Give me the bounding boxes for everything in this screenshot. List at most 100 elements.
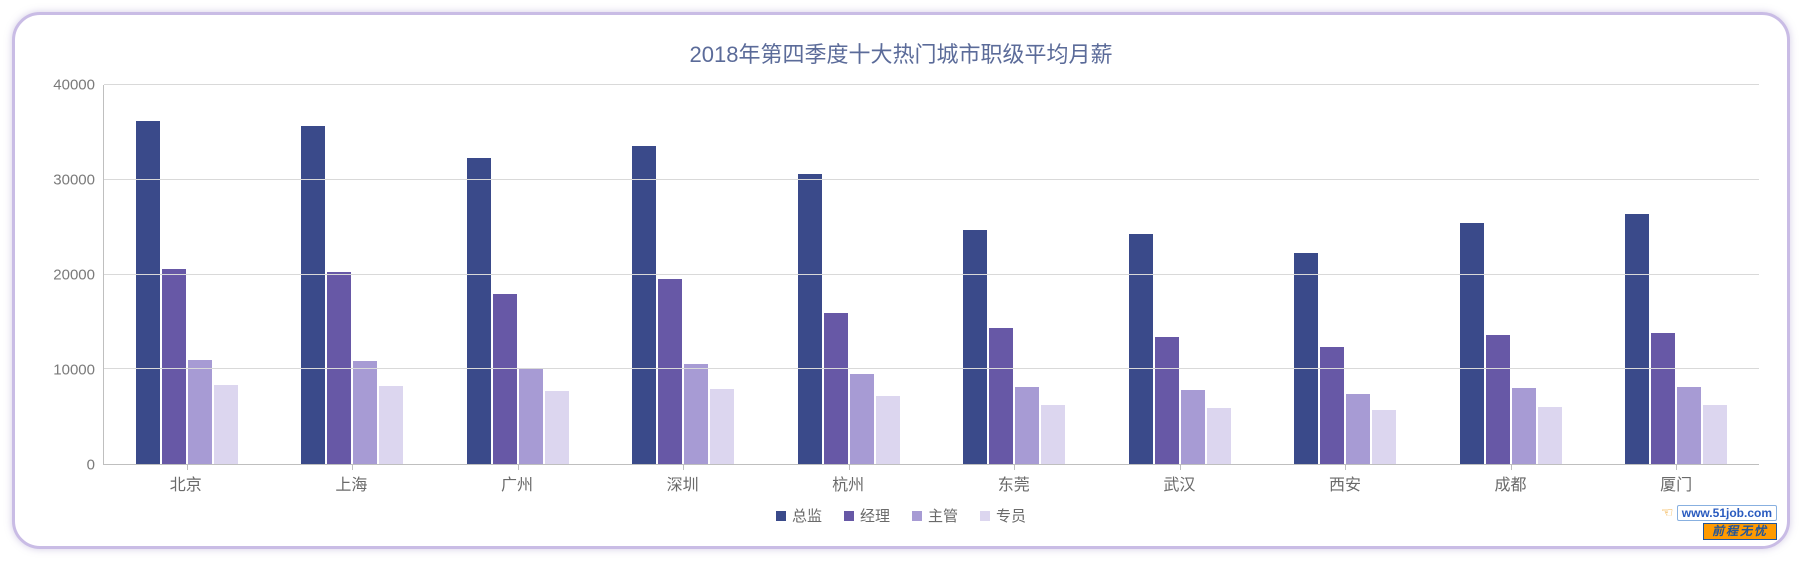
legend-label: 总监 <box>792 505 822 526</box>
cursor-icon: ☜ <box>1661 504 1674 520</box>
bar-group <box>270 85 436 464</box>
bar <box>658 279 682 464</box>
legend-item: 主管 <box>912 505 958 526</box>
y-tick-label: 0 <box>43 457 95 474</box>
y-tick-label: 20000 <box>43 267 95 284</box>
bar <box>1320 347 1344 464</box>
legend-label: 主管 <box>928 505 958 526</box>
bar-group <box>1428 85 1594 464</box>
bar <box>1538 407 1562 464</box>
x-label: 西安 <box>1262 471 1428 495</box>
legend-swatch-icon <box>980 511 990 521</box>
bar-groups <box>104 85 1759 464</box>
y-tick-label: 10000 <box>43 362 95 379</box>
x-tickmark <box>187 464 188 470</box>
bar <box>1041 405 1065 464</box>
x-tickmark <box>352 464 353 470</box>
legend-label: 专员 <box>996 505 1026 526</box>
bar <box>1651 333 1675 464</box>
bar-group <box>766 85 932 464</box>
legend-item: 专员 <box>980 505 1026 526</box>
chart-frame: 2018年第四季度十大热门城市职级平均月薪 0 10000 20000 30000 40… <box>12 12 1790 549</box>
logo-url: www.51job.com <box>1677 505 1777 521</box>
bar-group <box>1594 85 1760 464</box>
legend-item: 总监 <box>776 505 822 526</box>
legend-swatch-icon <box>776 511 786 521</box>
legend-swatch-icon <box>912 511 922 521</box>
x-label: 杭州 <box>765 471 931 495</box>
x-label: 广州 <box>434 471 600 495</box>
plot-area: 010000200003000040000 <box>43 85 1759 465</box>
y-tick-label: 30000 <box>43 172 95 189</box>
x-tickmark <box>1014 464 1015 470</box>
x-label: 武汉 <box>1097 471 1263 495</box>
legend-item: 经理 <box>844 505 890 526</box>
chart-title: 2018年第四季度十大热门城市职级平均月薪 <box>43 37 1759 69</box>
bar <box>353 361 377 464</box>
bar-group <box>1263 85 1429 464</box>
bar <box>301 126 325 464</box>
bar <box>188 360 212 464</box>
bar <box>1512 388 1536 464</box>
legend-label: 经理 <box>860 505 890 526</box>
y-axis: 010000200003000040000 <box>43 85 103 465</box>
bar-group <box>601 85 767 464</box>
x-tickmark <box>683 464 684 470</box>
legend: 总监 经理 主管 专员 <box>43 505 1759 526</box>
legend-swatch-icon <box>844 511 854 521</box>
bar <box>1677 387 1701 464</box>
gridline <box>104 84 1759 85</box>
bar <box>214 385 238 464</box>
x-tickmark <box>849 464 850 470</box>
bar <box>963 230 987 464</box>
bar <box>850 374 874 464</box>
gridline <box>104 274 1759 275</box>
source-logo: ☜ www.51job.com 前程无忧 <box>1661 505 1777 540</box>
bar <box>545 391 569 464</box>
gridline <box>104 179 1759 180</box>
x-label: 厦门 <box>1593 471 1759 495</box>
bar <box>162 269 186 464</box>
logo-brand: 前程无忧 <box>1703 523 1777 540</box>
bar <box>824 313 848 464</box>
bar <box>1460 223 1484 464</box>
bar <box>1625 214 1649 464</box>
bar <box>684 364 708 464</box>
x-label: 成都 <box>1428 471 1594 495</box>
bar <box>1129 234 1153 464</box>
bar <box>1015 387 1039 464</box>
x-label: 东莞 <box>931 471 1097 495</box>
bar <box>1486 335 1510 464</box>
bar <box>136 121 160 464</box>
x-label: 上海 <box>269 471 435 495</box>
bar <box>493 294 517 464</box>
x-axis-labels: 北京上海广州深圳杭州东莞武汉西安成都厦门 <box>103 471 1759 495</box>
gridline <box>104 368 1759 369</box>
bar-group <box>932 85 1098 464</box>
bar <box>1346 394 1370 464</box>
bar <box>1181 390 1205 464</box>
bar <box>632 146 656 464</box>
bar <box>1703 405 1727 464</box>
bar <box>1207 408 1231 464</box>
x-tickmark <box>518 464 519 470</box>
x-tickmark <box>1180 464 1181 470</box>
bar <box>1294 253 1318 464</box>
bar-group <box>435 85 601 464</box>
plot <box>103 85 1759 465</box>
bar <box>876 396 900 464</box>
bar <box>467 158 491 464</box>
x-tickmark <box>1676 464 1677 470</box>
x-label: 深圳 <box>600 471 766 495</box>
bar <box>379 386 403 464</box>
y-tick-label: 40000 <box>43 77 95 94</box>
bar-group <box>104 85 270 464</box>
bar <box>989 328 1013 464</box>
bar <box>519 369 543 464</box>
bar <box>1155 337 1179 464</box>
x-tickmark <box>1345 464 1346 470</box>
x-label: 北京 <box>103 471 269 495</box>
bar <box>798 174 822 464</box>
bar-group <box>1097 85 1263 464</box>
bar <box>1372 410 1396 464</box>
